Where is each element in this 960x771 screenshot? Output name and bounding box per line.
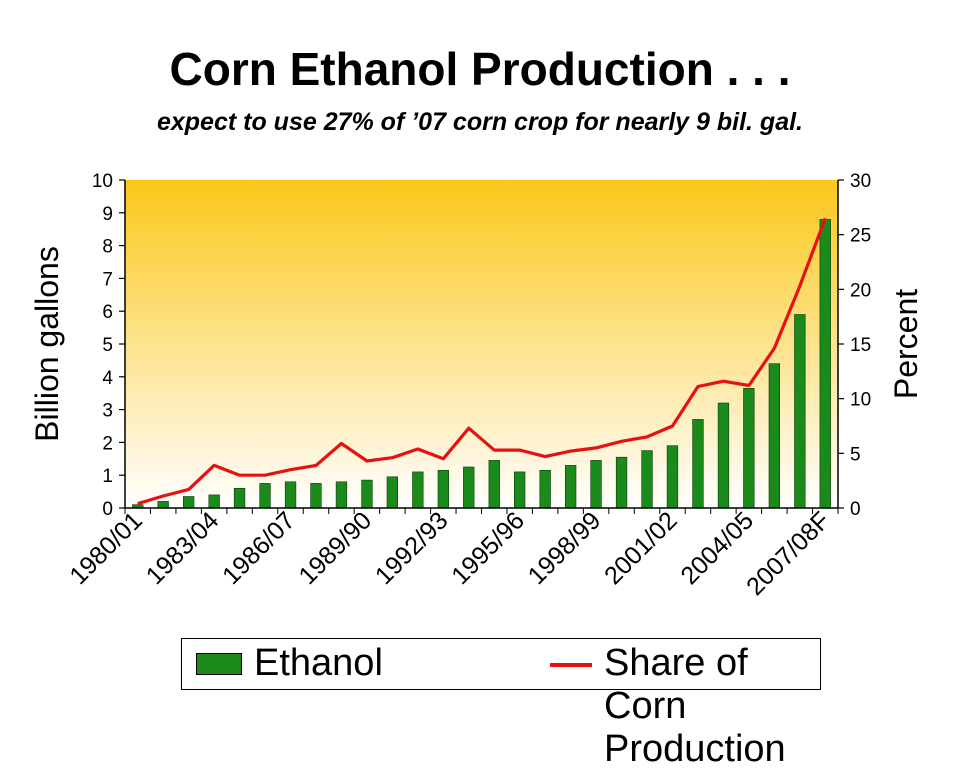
bar-ethanol-8 [335, 481, 348, 509]
bar-ethanol-21 [666, 445, 679, 509]
y2-axis-label: Percent [888, 289, 924, 399]
y2-tick-label-25: 25 [850, 226, 871, 247]
bar-ethanol-13 [463, 466, 475, 509]
bar-ethanol-6 [284, 481, 297, 509]
y2-tick-label-5: 5 [850, 444, 861, 465]
y-tick-label-6: 6 [102, 302, 113, 323]
y2-tick-label-30: 30 [850, 171, 871, 192]
legend-swatch-ethanol [196, 653, 242, 675]
bar-ethanol-14 [488, 460, 500, 509]
bar-ethanol-19 [615, 456, 628, 509]
legend-label-ethanol: Ethanol [254, 642, 383, 684]
y-tick-label-3: 3 [102, 401, 113, 422]
x-tick-label-1998-99: 1998/99 [523, 506, 607, 590]
x-tick-label-1989-90: 1989/90 [293, 506, 377, 590]
chart-title: Corn Ethanol Production . . . [169, 43, 791, 95]
y-tick-label-2: 2 [102, 433, 113, 454]
y-tick-label-1: 1 [102, 466, 113, 487]
bar-ethanol-22 [692, 419, 704, 509]
bar-ethanol-12 [437, 469, 449, 509]
x-tick-label-1992-93: 1992/93 [370, 506, 454, 590]
y-tick-label-8: 8 [102, 237, 113, 258]
bar-ethanol-3 [208, 494, 220, 509]
bar-ethanol-20 [641, 450, 653, 509]
y-tick-label-0: 0 [102, 499, 113, 520]
legend-line-share [550, 663, 592, 667]
y2-tick-label-10: 10 [850, 390, 871, 411]
chart-canvas: 0123456789100510152025301980/011983/0419… [29, 171, 924, 601]
x-tick-label-1995-96: 1995/96 [446, 506, 530, 590]
plot-area [125, 180, 838, 508]
y-tick-label-5: 5 [102, 335, 113, 356]
bar-ethanol-4 [233, 487, 246, 509]
y-tick-label-7: 7 [102, 269, 113, 290]
bar-ethanol-2 [183, 496, 195, 509]
bar-ethanol-11 [412, 471, 424, 509]
line-share-of-corn-production [137, 217, 827, 506]
bar-ethanol-26 [794, 314, 806, 509]
bar-ethanol-27 [819, 219, 831, 509]
y2-tick-label-15: 15 [850, 335, 871, 356]
bar-ethanol-24 [743, 387, 755, 509]
bar-ethanol-10 [386, 476, 398, 509]
bar-ethanol-15 [513, 471, 526, 509]
bar-ethanol-1 [157, 501, 169, 509]
y-tick-label-9: 9 [102, 204, 113, 225]
bar-ethanol-9 [361, 479, 373, 509]
legend: Ethanol Share of Corn Production [181, 638, 821, 770]
bar-ethanol-5 [259, 483, 271, 509]
bar-ethanol-23 [717, 402, 730, 509]
x-tick-label-1983-04: 1983/04 [141, 506, 225, 590]
legend-label-share: Share of Corn Production [604, 642, 786, 770]
y-tick-label-4: 4 [102, 368, 113, 389]
x-tick-label-1986-07: 1986/07 [217, 506, 301, 590]
y-axis-label: Billion gallons [29, 246, 65, 442]
y-tick-label-10: 10 [92, 171, 113, 192]
bar-ethanol-7 [310, 483, 322, 509]
x-tick-label-2001-02: 2001/02 [599, 506, 683, 590]
bar-ethanol-17 [564, 465, 577, 509]
x-tick-label-2007-08F: 2007/08F [741, 506, 835, 600]
bar-ethanol-16 [539, 469, 551, 509]
y2-tick-label-20: 20 [850, 280, 871, 301]
y2-tick-label-0: 0 [850, 499, 861, 520]
bar-ethanol-18 [590, 460, 602, 509]
chart-subtitle: expect to use 27% of ’07 corn crop for n… [156, 108, 804, 136]
bar-ethanol-25 [768, 363, 780, 509]
